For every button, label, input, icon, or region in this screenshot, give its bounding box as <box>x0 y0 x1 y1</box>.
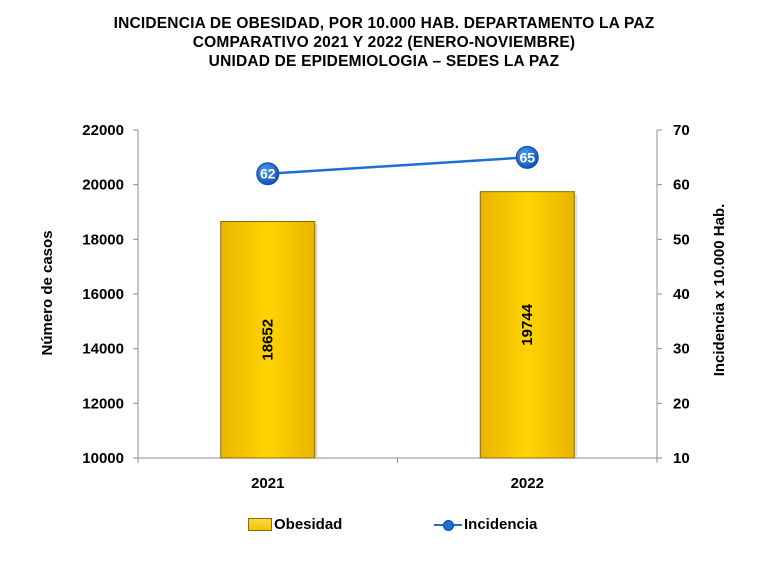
y-tick-label-right: 60 <box>673 177 690 194</box>
y-axis-label-left: Número de casos <box>39 230 56 355</box>
y-tick-label-left: 10000 <box>82 450 124 467</box>
title-line-3: UNIDAD DE EPIDEMIOLOGIA – SEDES LA PAZ <box>208 53 560 70</box>
legend-label-obesidad: Obesidad <box>274 516 343 533</box>
legend-label-incidencia: Incidencia <box>464 516 538 533</box>
line-point <box>256 162 280 186</box>
x-tick-label: 2022 <box>511 475 544 492</box>
y-tick-label-right: 20 <box>673 395 690 412</box>
bar-data-label: 18652 <box>260 319 277 361</box>
chart-title: INCIDENCIA DE OBESIDAD, POR 10.000 HAB. … <box>0 14 768 71</box>
legend-swatch-bar <box>248 518 272 531</box>
chart-legend: Obesidad Incidencia <box>0 516 768 538</box>
legend-item-incidencia: Incidencia <box>434 516 537 533</box>
title-line-1: INCIDENCIA DE OBESIDAD, POR 10.000 HAB. … <box>113 15 655 32</box>
y-tick-label-left: 20000 <box>82 177 124 194</box>
bar-data-label: 19744 <box>519 303 536 345</box>
legend-swatch-line <box>434 519 462 531</box>
line-point <box>515 145 539 169</box>
y-tick-label-right: 40 <box>673 286 690 303</box>
y-tick-label-left: 22000 <box>82 122 124 139</box>
x-tick-label: 2021 <box>251 475 284 492</box>
bar <box>479 191 575 459</box>
y-tick-label-right: 30 <box>673 341 690 358</box>
title-line-2: COMPARATIVO 2021 Y 2022 (ENERO-NOVIEMBRE… <box>192 34 576 51</box>
y-tick-label-right: 10 <box>673 450 690 467</box>
y-tick-label-left: 16000 <box>82 286 124 303</box>
y-tick-label-left: 14000 <box>82 341 124 358</box>
incidencia-line <box>267 156 528 175</box>
line-data-label: 65 <box>519 149 535 165</box>
bar <box>220 221 316 459</box>
y-tick-label-left: 18000 <box>82 231 124 248</box>
y-tick-label-left: 12000 <box>82 395 124 412</box>
legend-item-obesidad: Obesidad <box>248 516 342 533</box>
y-axis-label-right: Incidencia x 10.000 Hab. <box>711 204 728 377</box>
y-tick-label-right: 50 <box>673 231 690 248</box>
line-data-label: 62 <box>260 166 276 182</box>
y-tick-label-right: 70 <box>673 122 690 139</box>
